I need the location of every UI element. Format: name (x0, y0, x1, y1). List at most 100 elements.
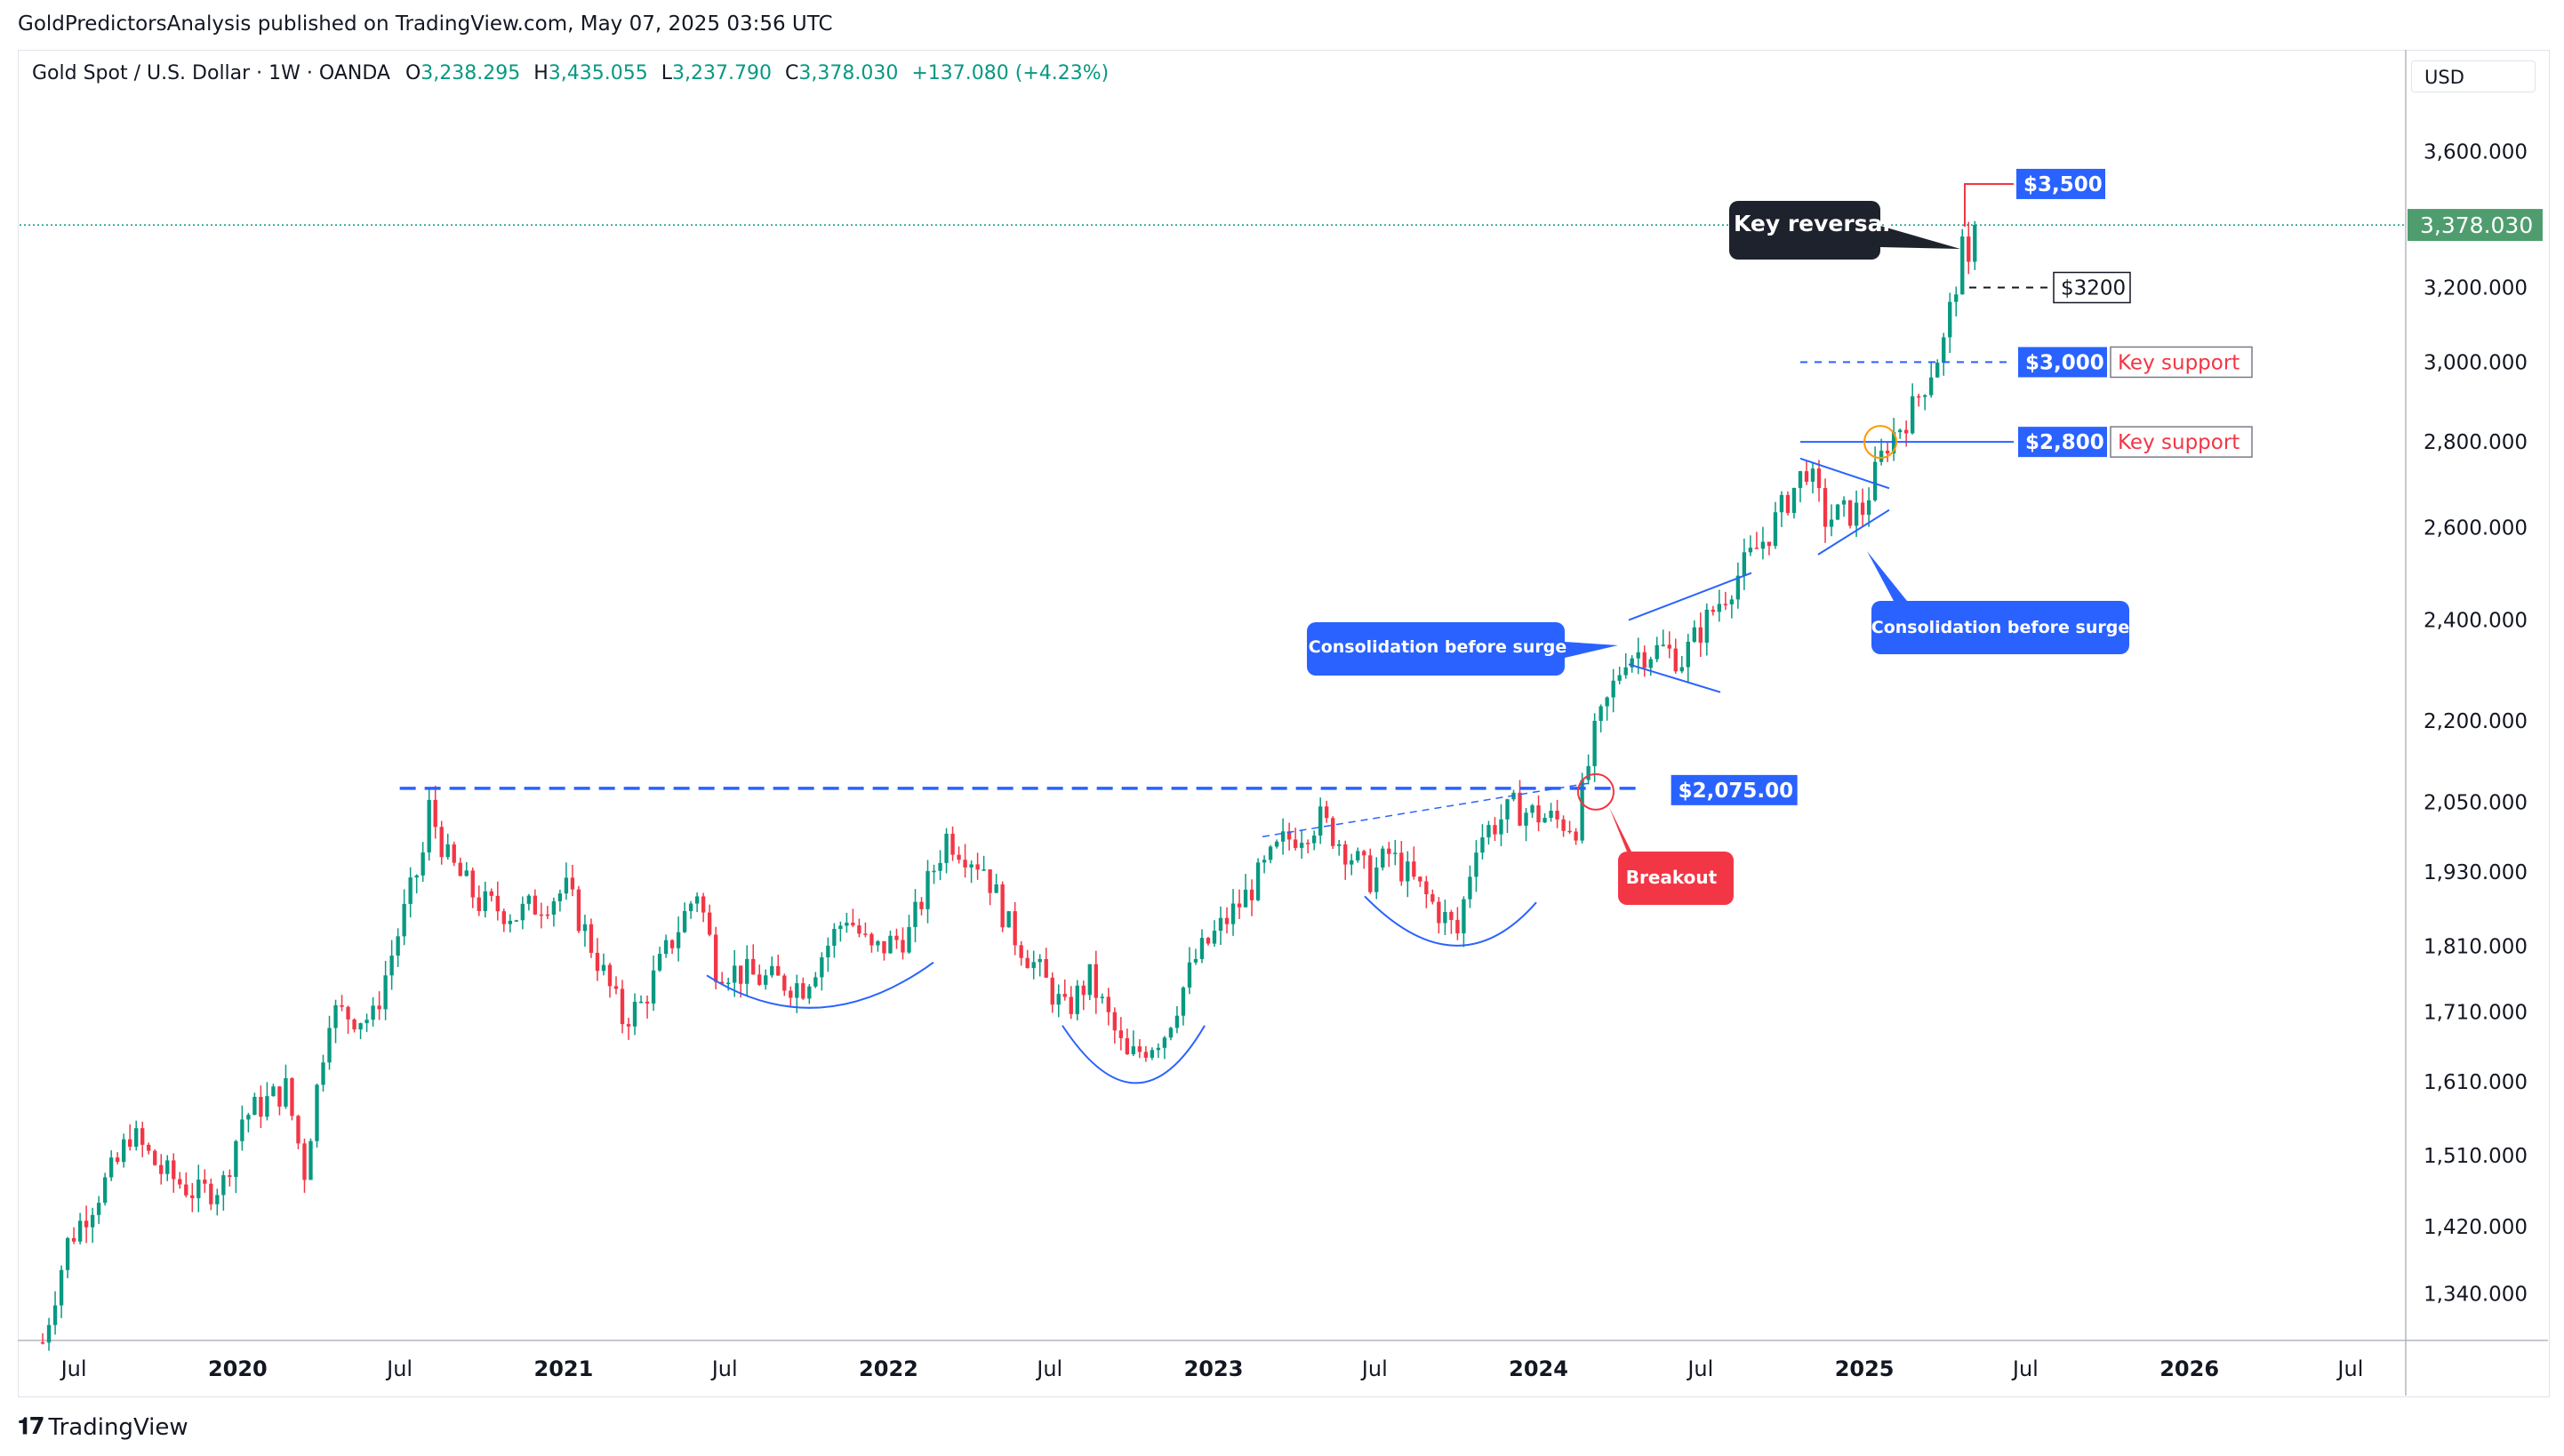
candle-body (1667, 644, 1671, 649)
candle-body (1150, 1050, 1155, 1058)
candle-body (595, 952, 600, 972)
candle-body (957, 854, 961, 860)
resistance-tag-label: $2,075.00 (1679, 780, 1794, 803)
last-price-tag (2408, 209, 2543, 242)
candle-body (1605, 697, 1609, 707)
price-tick-label: 1,810.000 (2424, 936, 2528, 959)
candle-body (589, 924, 594, 953)
candle-body (1505, 799, 1510, 820)
candle-body (795, 983, 799, 998)
candle-body (1187, 962, 1192, 988)
candle-body (246, 1115, 251, 1120)
candle-body (1636, 652, 1640, 659)
candle-body (1156, 1047, 1161, 1051)
candle-body (1013, 911, 1017, 946)
time-tick-label: Jul (60, 1356, 87, 1381)
candle-body (1406, 861, 1410, 882)
candle-body (882, 940, 886, 954)
candle-body (302, 1143, 307, 1180)
candle-body (726, 982, 731, 985)
candle-body (1249, 889, 1254, 900)
candle-body (452, 844, 456, 863)
candle-body (340, 1004, 344, 1007)
tradingview-logo[interactable]: 𝟏𝟳 TradingView (18, 1413, 188, 1441)
consolidation-callout-2 (1867, 551, 2129, 654)
candle-body (1069, 996, 1073, 1014)
candle-body (108, 1157, 114, 1178)
candle-body (352, 1019, 357, 1030)
candle-body (284, 1077, 288, 1107)
candle-body (140, 1128, 145, 1145)
candle-body (209, 1183, 213, 1204)
candle-body (1954, 294, 1959, 302)
candle-body (1798, 471, 1803, 488)
candle-body (215, 1195, 220, 1204)
candle-body (377, 1005, 381, 1010)
support-3000-note: Key support (2118, 351, 2239, 374)
candle-body (789, 990, 793, 998)
candle-body (327, 1028, 332, 1063)
candle-body (102, 1177, 108, 1204)
candle-body (321, 1062, 325, 1085)
candle-body (1131, 1046, 1136, 1055)
candle-body (1791, 487, 1797, 514)
candle-body (308, 1140, 313, 1180)
candle-body (421, 852, 425, 876)
candle-body (259, 1097, 263, 1117)
candle-body (221, 1175, 226, 1196)
candle-body (907, 926, 911, 953)
price-tick-label: 1,340.000 (2424, 1284, 2528, 1307)
candle-body (358, 1023, 363, 1030)
candle-body (1062, 994, 1067, 997)
candle-body (439, 827, 444, 858)
candle-body (1860, 502, 1865, 516)
candle-body (663, 940, 669, 955)
candle-body (1872, 461, 1878, 500)
candle-body (1087, 964, 1092, 996)
candle-body (1823, 488, 1828, 527)
candle-body (65, 1237, 70, 1270)
candle-body (938, 862, 942, 871)
candle-body (1967, 236, 1971, 262)
candle-body (944, 833, 949, 863)
candle-body (1437, 901, 1441, 924)
candle-body (1518, 792, 1522, 826)
candle-body (1829, 519, 1834, 527)
candle-body (1199, 938, 1205, 959)
candle-body (414, 875, 419, 878)
time-tick-label: Jul (710, 1356, 738, 1381)
candle-body (470, 870, 475, 898)
candle-body (1929, 377, 1934, 396)
candle-body (832, 929, 837, 946)
candle-body (919, 901, 924, 909)
candle-body (315, 1084, 319, 1141)
candle-body (1031, 962, 1036, 969)
candle-body (514, 920, 519, 922)
candle-body (1948, 301, 1952, 338)
price-tick-label: 3,000.000 (2424, 351, 2528, 374)
candle-body (1785, 494, 1791, 514)
candle-body (265, 1096, 269, 1117)
candle-body (1630, 658, 1634, 668)
candle-body (402, 903, 406, 937)
candle-body (1561, 819, 1566, 831)
candle-body (1935, 362, 1940, 378)
candle-body (607, 964, 613, 987)
candle-body (1112, 1012, 1118, 1031)
support-2800-note-box (2110, 426, 2253, 458)
wedge-1-bottom (1628, 663, 1721, 693)
candle-body (1044, 958, 1048, 978)
candle-body (1735, 575, 1741, 600)
support-2800-note: Key support (2118, 431, 2239, 454)
candle-body (1318, 806, 1323, 836)
candle-body (508, 920, 512, 924)
candle-body (1835, 504, 1840, 520)
currency-selector[interactable]: USD (2411, 60, 2536, 92)
candle-body (1549, 811, 1553, 819)
candle-body (1305, 843, 1310, 844)
candle-body (1286, 831, 1292, 840)
candle-body (1255, 862, 1261, 900)
candle-body (1081, 985, 1086, 996)
candle-body (252, 1097, 257, 1116)
